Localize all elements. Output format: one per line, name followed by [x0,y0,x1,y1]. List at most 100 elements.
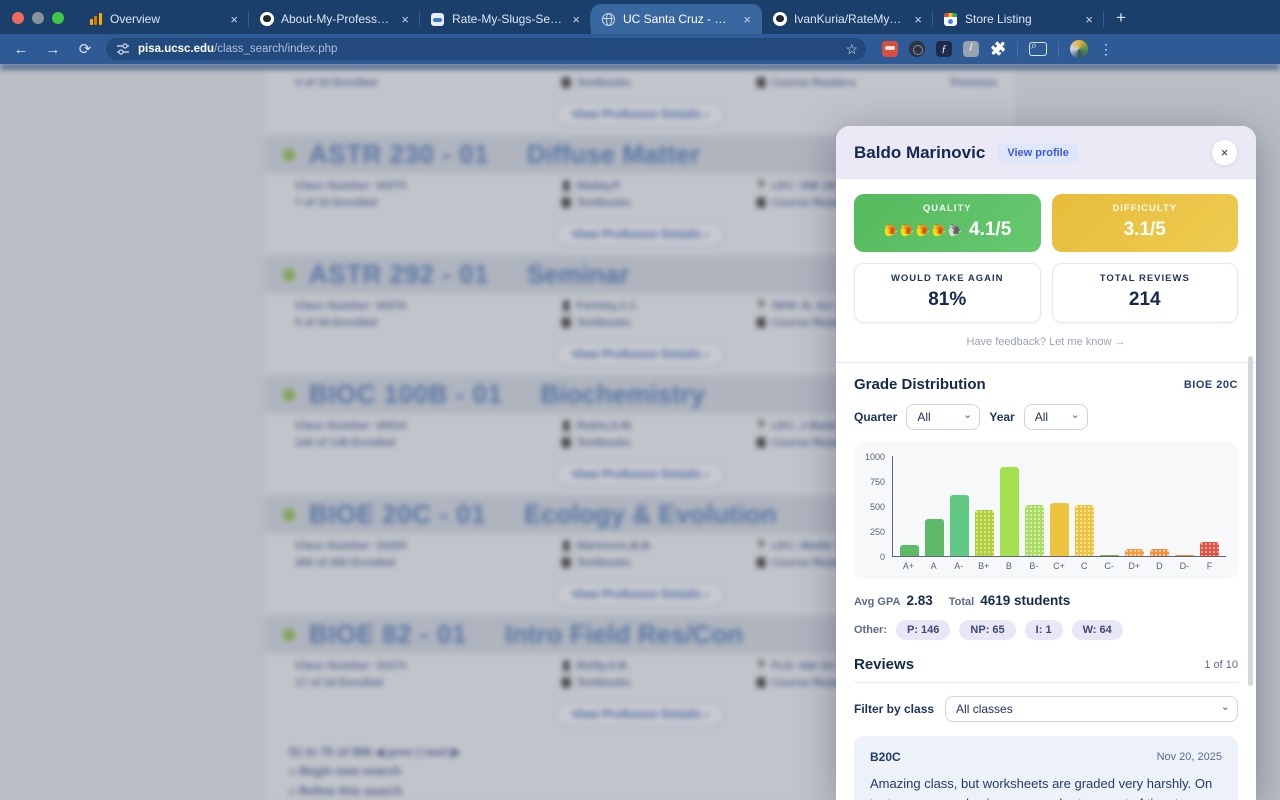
view-professor-details-button[interactable]: View Professor Details › [554,701,726,727]
address-bar[interactable]: pisa.ucsc.edu/class_search/index.php ☆ [106,38,866,60]
filter-row: Filter by class All classes [854,696,1238,722]
textbooks-link[interactable]: 📘 Textbooks [560,677,631,689]
quarter-select[interactable]: All [906,404,981,430]
refine-search-link[interactable]: ⌕ Refine this search [289,784,403,798]
course-title: Ecology & Evolution [524,499,777,529]
tab-overview[interactable]: Overview × [78,4,249,34]
slug-icon: 🐌 [899,223,915,237]
course-materials-link[interactable]: 📘 Course Readers [755,317,856,329]
x-axis-tick: F [1206,561,1213,571]
tab-uc-santa-cruz-active[interactable]: UC Santa Cruz - Schedule of × [591,4,762,34]
extension-function-icon[interactable]: ƒ [936,41,952,57]
chart-bar-C [1075,505,1094,556]
detail-icon: 📍 [755,301,768,312]
detail-icon: 📘 [755,78,768,89]
maximize-window-button[interactable] [52,12,64,24]
detail-icon: 👤 [560,661,573,672]
slug-icon: 🐌 [915,223,931,237]
extensions-row: ƒ / 🧩 ⋮ [882,40,1113,58]
github-icon [772,12,787,27]
site-settings-icon[interactable] [116,42,130,56]
class-filter-select[interactable]: All classes [945,696,1238,722]
view-professor-details-button[interactable]: View Professor Details › [554,341,726,367]
textbooks-link[interactable]: 📘 Textbooks [560,557,631,569]
reload-button[interactable]: ⟳ [78,41,92,58]
extension-crab-icon[interactable] [882,41,898,57]
panel-scrollbar[interactable] [1248,356,1253,686]
textbooks-link[interactable]: 📘 Textbooks [560,197,631,209]
forward-button[interactable]: → [45,40,61,58]
url-path: /class_search/index.php [214,43,338,55]
extensions-puzzle-icon[interactable]: 🧩 [990,41,1007,56]
detail-icon: 👤 [560,301,573,312]
pagination[interactable]: 51 to 75 of 996 ◀ prev | next ▶ [289,745,461,759]
gpa-summary: Avg GPA 2.83 Total 4619 students [854,593,1238,608]
close-tab-icon[interactable]: × [230,11,238,27]
close-tab-icon[interactable]: × [743,11,751,27]
extension-gray-icon[interactable]: / [963,41,979,57]
course-materials-link[interactable]: 📘 Course Readers [755,677,856,689]
side-panel-search-icon[interactable] [1029,40,1047,56]
chart-bar-D [1150,548,1169,556]
textbooks-link[interactable]: 📘 Textbooks [560,77,631,89]
location: 📍 LEC: ISB 165 [755,180,840,192]
enrollment: 7 of 15 Enrolled [295,197,377,209]
y-axis-tick: 250 [869,527,885,537]
page-header-strip [0,64,1280,69]
textbooks-link[interactable]: 📘 Textbooks [560,437,631,449]
previous-link[interactable]: Previous [950,77,997,89]
close-window-button[interactable] [12,12,24,24]
back-button[interactable]: ← [13,40,29,58]
close-tab-icon[interactable]: × [401,11,409,27]
detail-icon: 📘 [755,558,768,569]
begin-new-search-link[interactable]: ⌕ Begin new search [289,764,402,778]
profile-avatar[interactable] [1070,40,1088,58]
view-professor-details-button[interactable]: View Professor Details › [554,581,726,607]
total-reviews-value: 214 [1128,289,1161,310]
tab-label: Store Listing [965,12,1032,26]
tab-about-my-professor[interactable]: About-My-Professor/webpack × [249,4,420,34]
detail-icon: 📍 [755,421,768,432]
tab-rate-my-slugs-server[interactable]: Rate-My-Slugs-Server · Web × [420,4,591,34]
close-tab-icon[interactable]: × [1085,11,1093,27]
view-professor-details-button[interactable]: View Professor Details › [554,461,726,487]
tab-label: About-My-Professor/webpack [281,12,392,26]
detail-icon: 📍 [755,181,768,192]
chart-bar-F [1200,542,1219,556]
close-panel-button[interactable]: × [1211,139,1238,166]
enrollment: 4 of 15 Enrolled [295,77,377,89]
enrollment: 265 of 292 Enrolled [295,557,396,569]
tab-ivankuria-ratemy-ucsc[interactable]: IvanKuria/RateMy-UCSC × [762,4,933,34]
close-tab-icon[interactable]: × [914,11,922,27]
close-tab-icon[interactable]: × [572,11,580,27]
status-dot-icon [283,628,295,641]
view-professor-details-button[interactable]: View Professor Details › [554,221,726,247]
course-materials-link[interactable]: 📘 Course Readers [755,197,856,209]
course-materials-link[interactable]: 📘 Course Readers [755,77,856,89]
browser-menu-icon[interactable]: ⋮ [1099,40,1113,57]
textbooks-link[interactable]: 📘 Textbooks [560,317,631,329]
no-pass-count-badge: NP: 65 [959,620,1016,640]
detail-icon: 👤 [560,421,573,432]
difficulty-label: DIFFICULTY [1112,203,1178,214]
tab-store-listing[interactable]: Store Listing × [933,4,1104,34]
course-materials-link[interactable]: 📘 Course Readers [755,557,856,569]
window-controls [0,12,78,34]
extension-camera-icon[interactable] [909,41,925,57]
course-code: ASTR 230 - 01 [309,139,489,169]
tab-strip: Overview × About-My-Professor/webpack × … [0,0,1280,34]
new-tab-button[interactable]: + [1116,8,1126,27]
slug-icon: 🐌 [931,223,947,237]
minimize-window-button[interactable] [32,12,44,24]
enrollment: 145 of 148 Enrolled [295,437,396,449]
course-materials-link[interactable]: 📘 Course Readers [755,437,856,449]
view-professor-details-button[interactable]: View Professor Details › [554,101,726,127]
detail-icon: 📘 [755,438,768,449]
globe-icon [601,12,616,27]
url-text[interactable]: pisa.ucsc.edu/class_search/index.php [138,43,837,55]
year-select[interactable]: All [1023,404,1088,430]
view-profile-button[interactable]: View profile [997,142,1079,163]
feedback-link[interactable]: Have feedback? Let me know → [836,336,1256,348]
divider [836,362,1256,363]
bookmark-star-icon[interactable]: ☆ [845,40,858,57]
